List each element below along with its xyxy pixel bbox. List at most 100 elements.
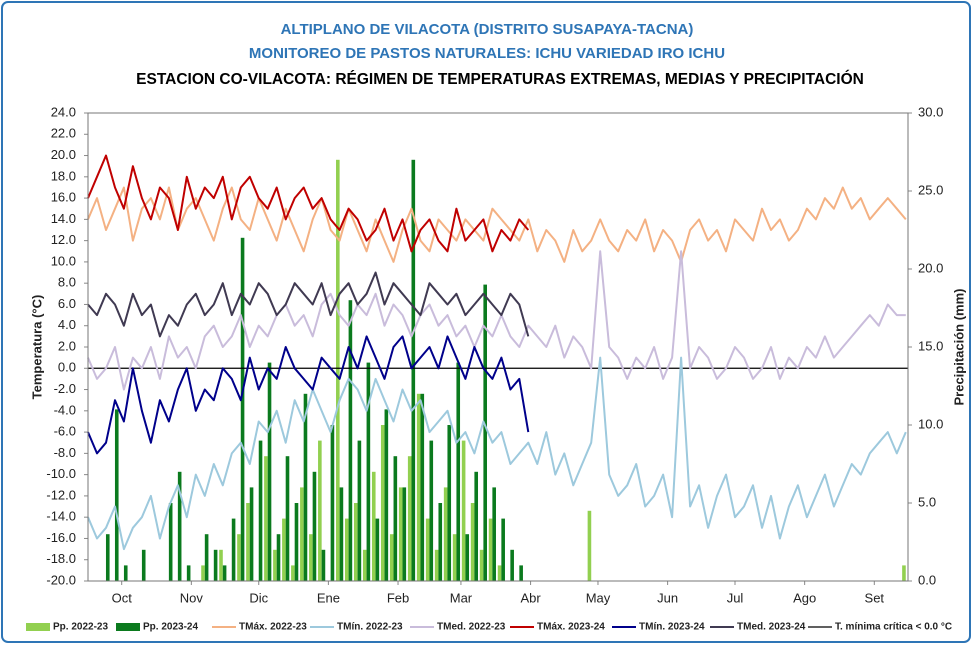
precip-bar <box>318 440 322 581</box>
chart-subtitle: MONITOREO DE PASTOS NATURALES: ICHU VARI… <box>249 45 725 62</box>
legend-label: TMín. 2022-23 <box>337 622 403 633</box>
precip-bar <box>285 456 290 581</box>
precip-bar <box>447 425 452 581</box>
precip-bar <box>237 534 241 581</box>
y-tick-label: -20.0 <box>46 572 76 587</box>
y2-tick-label: 30.0 <box>918 104 943 119</box>
precip-bar <box>452 534 457 581</box>
plot-border <box>87 112 909 582</box>
precip-bar <box>294 503 299 581</box>
y2-tick-label: 5.0 <box>918 494 936 509</box>
legend-swatch <box>116 623 140 631</box>
legend-label: TMáx. 2022-23 <box>239 622 307 633</box>
precip-bar <box>330 425 335 581</box>
precip-bar <box>470 503 475 581</box>
x-tick-label: Dic <box>249 590 268 605</box>
y-tick-label: 16.0 <box>51 190 76 205</box>
legend-label: TMed. 2022-23 <box>437 622 506 633</box>
precip-bar <box>398 487 403 581</box>
y-tick-label: -16.0 <box>46 530 76 545</box>
legend-label: Pp. 2022-23 <box>53 622 108 633</box>
y-tick-label: 14.0 <box>51 211 76 226</box>
precip-bar <box>393 456 398 581</box>
precip-bar <box>312 471 317 581</box>
precip-bar <box>246 503 250 581</box>
precip-bar <box>177 471 182 581</box>
legend-label: TMed. 2023-24 <box>737 622 806 633</box>
legend-label: TMín. 2023-24 <box>639 622 705 633</box>
y-tick-label: -12.0 <box>46 487 76 502</box>
precip-bar <box>416 393 421 581</box>
precip-bar <box>201 565 205 581</box>
precip-bar <box>425 518 430 581</box>
precip-bar <box>219 549 223 581</box>
y-tick-label: -18.0 <box>46 551 76 566</box>
precip-bar <box>434 549 439 581</box>
precip-bar <box>303 393 308 581</box>
precip-bar <box>429 440 434 581</box>
y-tick-label: -10.0 <box>46 466 76 481</box>
precip-bar <box>114 409 119 581</box>
precip-bar <box>362 549 367 581</box>
precip-bar <box>402 487 407 581</box>
precip-bar <box>519 565 523 581</box>
precip-bar <box>267 362 272 581</box>
y-tick-label: -8.0 <box>54 445 76 460</box>
legend-swatch <box>26 623 50 631</box>
precip-bar <box>411 159 416 582</box>
precip-bar <box>587 510 592 581</box>
precip-bar <box>492 487 496 581</box>
precip-bar <box>300 487 304 581</box>
x-tick-label: Ene <box>317 590 340 605</box>
y2-axis-title: Precipitación (mm) <box>951 288 966 405</box>
precip-bar <box>438 503 443 581</box>
precip-bar <box>276 534 281 581</box>
precip-bar <box>339 487 344 581</box>
y2-tick-label: 15.0 <box>918 338 943 353</box>
precip-bar <box>240 237 245 582</box>
precip-bar <box>264 456 268 581</box>
x-tick-label: Ago <box>793 590 816 605</box>
precip-bar <box>222 565 227 581</box>
y-tick-label: -14.0 <box>46 509 76 524</box>
precip-bar <box>141 549 146 581</box>
precip-bar <box>389 534 394 581</box>
precip-bar <box>497 565 502 581</box>
precip-bar <box>309 534 313 581</box>
y2-tick-label: 20.0 <box>918 260 943 275</box>
x-tick-label: Oct <box>112 590 133 605</box>
y-axis-title: Temperatura (°C) <box>29 295 44 400</box>
x-tick-label: Jun <box>657 590 678 605</box>
precip-bar <box>465 534 470 581</box>
x-tick-label: Abr <box>520 590 541 605</box>
precip-bar <box>479 549 484 581</box>
precip-bar <box>231 518 236 581</box>
temp-line <box>87 186 907 263</box>
chart-heading: ESTACION CO-VILACOTA: RÉGIMEN DE TEMPERA… <box>136 70 864 88</box>
temp-line <box>87 250 906 391</box>
precip-bar <box>345 518 349 581</box>
y-tick-label: 10.0 <box>51 253 76 268</box>
precip-bar <box>443 487 448 581</box>
precip-bar <box>456 362 461 581</box>
precip-bar <box>357 440 362 581</box>
x-tick-label: Set <box>865 590 885 605</box>
y-tick-label: 6.0 <box>58 296 76 311</box>
x-tick-label: Feb <box>387 590 409 605</box>
precip-bar <box>510 549 514 581</box>
precip-bar <box>501 518 505 581</box>
y-tick-label: -6.0 <box>54 424 76 439</box>
temp-line <box>87 154 530 253</box>
y-tick-label: -2.0 <box>54 381 76 396</box>
precip-bar <box>488 518 493 581</box>
y-tick-label: 12.0 <box>51 232 76 247</box>
chart-title: ALTIPLANO DE VILACOTA (DISTRITO SUSAPAYA… <box>281 21 694 38</box>
temp-line <box>87 356 907 551</box>
precip-bar <box>273 549 277 581</box>
precip-bar <box>461 440 466 581</box>
legend-label: Pp. 2023-24 <box>143 622 198 633</box>
precip-bar <box>371 471 376 581</box>
x-tick-label: Nov <box>180 590 204 605</box>
temp-line <box>87 335 530 455</box>
